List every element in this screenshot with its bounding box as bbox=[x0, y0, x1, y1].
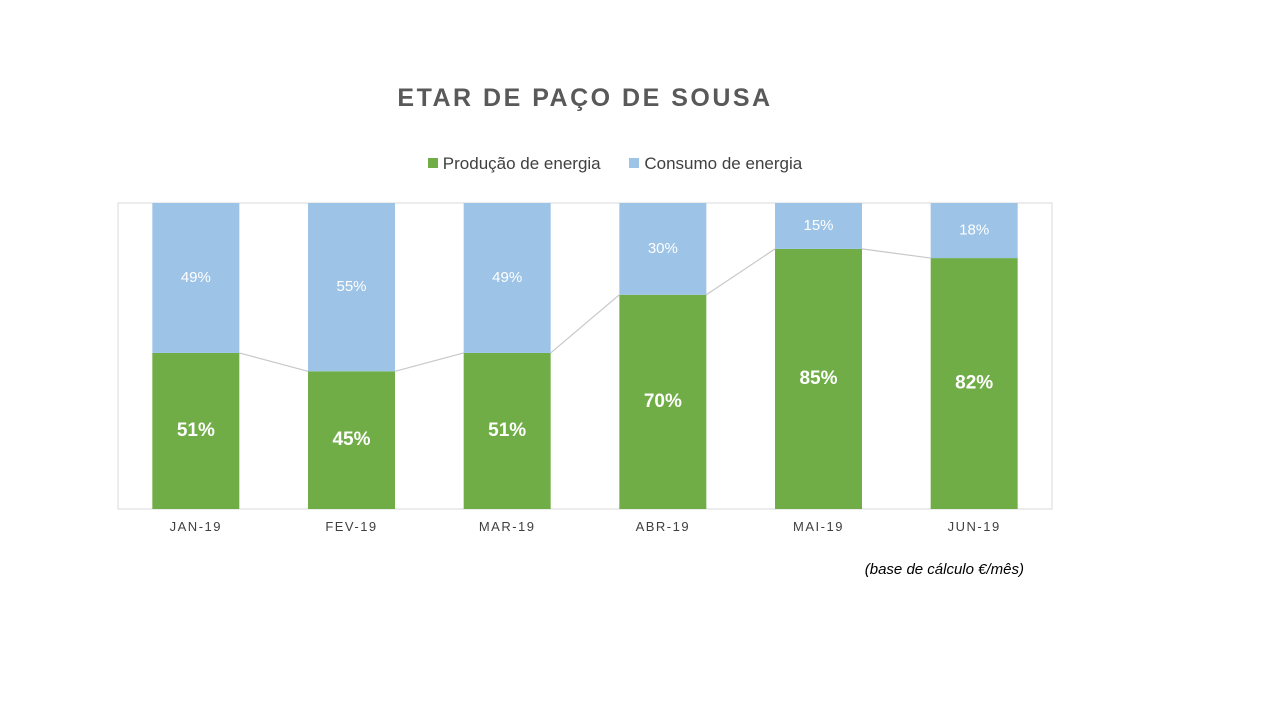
data-label-consumo-fev-19: 55% bbox=[336, 278, 366, 295]
data-label-producao-abr-19: 70% bbox=[644, 391, 682, 412]
bar-producao-jun-19 bbox=[930, 258, 1018, 509]
data-label-producao-fev-19: 45% bbox=[332, 429, 370, 450]
series-line bbox=[705, 248, 776, 296]
footnote: (base de cálculo €/mês) bbox=[864, 561, 1024, 578]
series-line bbox=[394, 352, 464, 372]
x-tick-label-abr-19: ABR-19 bbox=[636, 519, 691, 534]
x-tick-label-jan-19: JAN-19 bbox=[170, 519, 222, 534]
bar-producao-mar-19 bbox=[463, 352, 551, 509]
x-tick-label-jun-19: JUN-19 bbox=[948, 519, 1001, 534]
plot-area-border bbox=[117, 202, 1053, 510]
data-label-producao-jan-19: 51% bbox=[177, 420, 215, 441]
series-line bbox=[861, 248, 931, 259]
bar-producao-jan-19 bbox=[152, 352, 240, 509]
series-line bbox=[239, 352, 309, 372]
x-tick-label-fev-19: FEV-19 bbox=[325, 519, 377, 534]
bar-consumo-mai-19 bbox=[775, 203, 862, 249]
legend-item-producao: Produção de energia bbox=[427, 154, 601, 174]
legend-label-consumo: Consumo de energia bbox=[644, 154, 803, 173]
bar-consumo-fev-19 bbox=[308, 203, 395, 372]
bar-consumo-abr-19 bbox=[619, 203, 707, 295]
bar-producao-mai-19 bbox=[775, 248, 862, 509]
data-label-consumo-jan-19: 49% bbox=[181, 269, 211, 286]
x-tick-label-mar-19: MAR-19 bbox=[479, 519, 536, 534]
data-label-producao-jun-19: 82% bbox=[955, 373, 993, 394]
legend-label-producao: Produção de energia bbox=[442, 154, 601, 173]
legend-item-consumo: Consumo de energia bbox=[629, 154, 802, 174]
data-label-consumo-mai-19: 15% bbox=[803, 217, 833, 234]
data-label-producao-mai-19: 85% bbox=[799, 368, 837, 389]
data-label-producao-mar-19: 51% bbox=[488, 420, 526, 441]
bar-producao-abr-19 bbox=[619, 294, 707, 509]
chart-title: ETAR DE PAÇO DE SOUSA bbox=[397, 84, 773, 112]
series-line bbox=[550, 294, 620, 354]
legend-swatch-consumo bbox=[629, 158, 640, 168]
bar-producao-fev-19 bbox=[308, 371, 395, 509]
data-label-consumo-jun-19: 18% bbox=[959, 222, 989, 239]
legend-swatch-producao bbox=[427, 158, 438, 168]
data-label-consumo-mar-19: 49% bbox=[492, 269, 522, 286]
data-label-consumo-abr-19: 30% bbox=[648, 240, 678, 257]
bar-consumo-jan-19 bbox=[152, 203, 240, 353]
x-tick-label-mai-19: MAI-19 bbox=[793, 519, 844, 534]
legend: Produção de energia Consumo de energia bbox=[0, 154, 1230, 174]
bar-consumo-mar-19 bbox=[463, 203, 551, 353]
bar-consumo-jun-19 bbox=[930, 203, 1018, 259]
